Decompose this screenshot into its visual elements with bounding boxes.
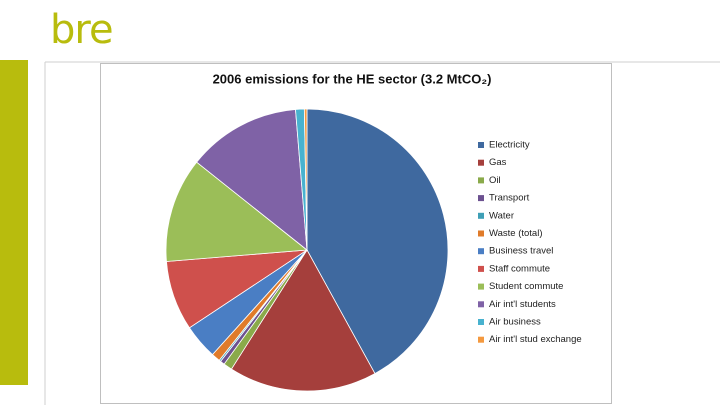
legend-label: Air int'l stud exchange <box>489 334 582 345</box>
legend-label: Business travel <box>489 246 553 257</box>
legend-swatch <box>478 265 484 272</box>
legend-label: Oil <box>489 175 501 186</box>
legend-label: Student commute <box>489 281 563 292</box>
legend-label: Air business <box>489 317 541 328</box>
pie-slice <box>306 108 449 375</box>
pie-slice <box>303 108 308 251</box>
legend-swatch <box>478 177 484 184</box>
side-bar <box>0 60 28 385</box>
pie-slice <box>196 109 308 251</box>
legend-swatch <box>478 301 484 308</box>
legend-swatch <box>478 230 484 237</box>
legend-swatch <box>478 195 484 202</box>
legend-swatch <box>478 319 484 325</box>
legend-swatch <box>478 336 484 343</box>
legend-label: Water <box>489 210 514 221</box>
legend-swatch <box>478 283 484 290</box>
legend-swatch <box>478 159 484 166</box>
logo: bre <box>50 7 113 53</box>
pie <box>165 108 449 392</box>
legend-label: Electricity <box>489 140 530 151</box>
legend-label: Waste (total) <box>489 228 543 239</box>
legend-swatch <box>478 248 484 255</box>
legend-label: Transport <box>489 193 530 204</box>
legend-swatch <box>478 212 484 219</box>
legend-label: Staff commute <box>489 263 550 274</box>
legend-label: Air int'l students <box>489 299 556 310</box>
pie-slice <box>165 161 309 262</box>
legend: Electricity Gas Oil Transport Water Waste (to… <box>478 140 582 345</box>
legend-swatch <box>478 142 484 148</box>
chart-title: 2006 emissions for the HE sector (3.2 Mt… <box>213 71 492 86</box>
legend-label: Gas <box>489 157 507 168</box>
pie-slice <box>230 249 376 392</box>
